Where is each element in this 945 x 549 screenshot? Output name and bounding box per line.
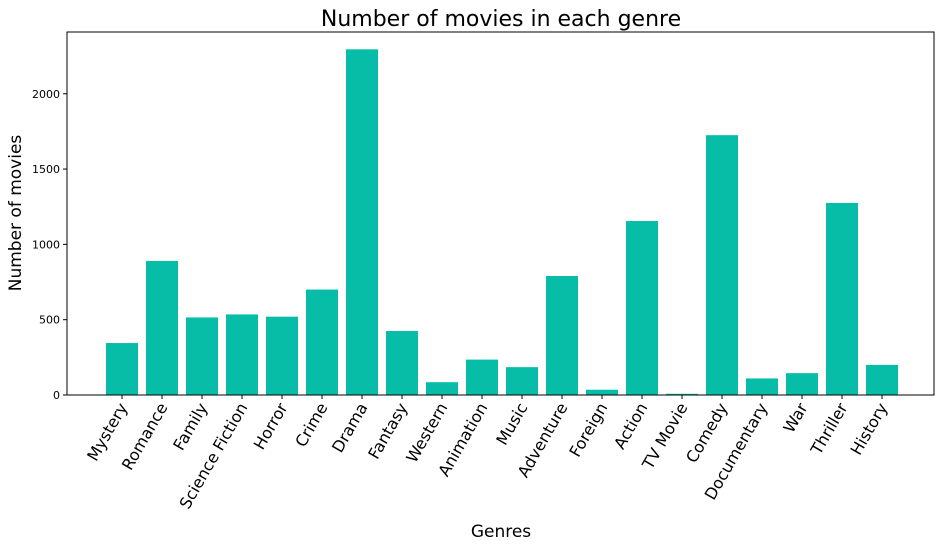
y-axis: 0 500 1000 1500 2000: [32, 88, 67, 402]
bar-fantasy: [386, 330, 418, 395]
y-tick-label-1500: 1500: [32, 163, 60, 176]
x-tick-label-history: History: [847, 400, 892, 459]
bar-science-fiction: [226, 314, 258, 395]
x-axis-label: Genres: [471, 522, 531, 542]
y-tick-label-2000: 2000: [32, 88, 60, 101]
y-tick-label-500: 500: [39, 314, 60, 327]
x-tick-label-drama: Drama: [328, 400, 372, 456]
bar-mystery: [106, 343, 138, 395]
bar-comedy: [706, 135, 738, 396]
plot-frame: [66, 31, 935, 396]
bar-thriller: [826, 202, 858, 395]
x-tick-label-family: Family: [169, 400, 211, 454]
bar-animation: [466, 359, 498, 395]
bar-adventure: [546, 276, 578, 395]
bar-war: [786, 373, 818, 395]
x-tick-label-action: Action: [610, 400, 652, 453]
bar-history: [866, 364, 898, 395]
chart-title: Number of movies in each genre: [321, 7, 681, 32]
x-tick-label-war: War: [779, 399, 811, 436]
y-tick-label-1000: 1000: [32, 238, 60, 251]
bar-western: [426, 382, 458, 395]
bar-documentary: [746, 378, 778, 395]
y-tick-label-0: 0: [53, 389, 60, 402]
y-axis-label: Number of movies: [6, 135, 26, 292]
bar-romance: [146, 260, 178, 395]
x-tick-label-thriller: Thriller: [806, 399, 851, 458]
bar-crime: [306, 289, 338, 395]
bar-drama: [346, 49, 378, 396]
bar-music: [506, 367, 538, 395]
bars-group: [106, 49, 898, 396]
x-tick-label-horror: Horror: [250, 399, 292, 453]
bar-action: [626, 221, 658, 395]
bar-family: [186, 317, 218, 395]
bar-horror: [266, 316, 298, 395]
x-tick-label-crime: Crime: [291, 400, 331, 451]
bar-foreign: [586, 389, 618, 395]
x-tick-label-foreign: Foreign: [565, 400, 611, 461]
x-tick-label-music: Music: [492, 400, 531, 449]
bar-tv-movie: [666, 393, 698, 395]
